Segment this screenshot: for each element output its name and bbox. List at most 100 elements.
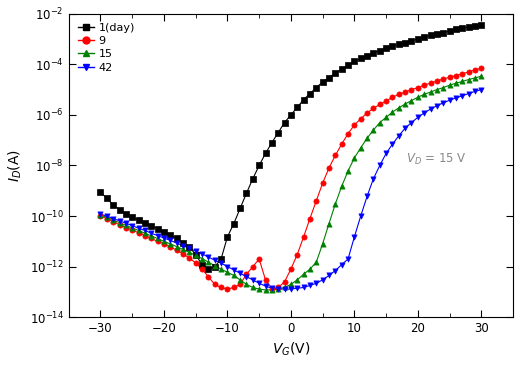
Point — [395, 41, 403, 47]
Point — [471, 88, 479, 94]
Point — [242, 271, 251, 277]
Text: $V_D$ = 15 V: $V_D$ = 15 V — [407, 152, 467, 167]
Point — [477, 22, 486, 28]
Point — [312, 198, 320, 204]
Point — [287, 286, 295, 292]
Point — [179, 246, 187, 252]
Point — [375, 120, 384, 126]
Point — [255, 286, 263, 292]
Point — [141, 220, 149, 226]
Point — [96, 212, 105, 218]
Point — [293, 104, 302, 110]
Point — [401, 125, 409, 131]
Point — [464, 24, 473, 30]
Point — [471, 67, 479, 73]
Point — [262, 287, 270, 293]
Point — [115, 220, 124, 226]
Point — [471, 75, 479, 81]
Point — [280, 285, 289, 291]
Point — [337, 141, 346, 147]
Point — [96, 189, 105, 195]
Point — [198, 251, 206, 257]
Point — [401, 40, 409, 46]
Point — [369, 105, 378, 111]
Point — [115, 207, 124, 212]
Point — [236, 270, 244, 276]
Point — [388, 141, 397, 147]
Point — [388, 43, 397, 49]
Point — [395, 105, 403, 111]
Point — [458, 78, 466, 84]
Point — [198, 255, 206, 261]
Point — [458, 93, 466, 99]
Point — [433, 31, 441, 37]
Point — [134, 225, 142, 231]
Point — [147, 233, 155, 239]
Point — [446, 97, 454, 103]
Point — [179, 243, 187, 249]
Point — [249, 264, 257, 270]
Point — [102, 214, 111, 220]
Point — [477, 65, 486, 71]
Point — [452, 95, 460, 101]
Point — [426, 80, 435, 86]
Point — [236, 277, 244, 283]
Point — [439, 76, 447, 82]
Point — [230, 221, 238, 227]
Point — [128, 227, 136, 233]
Point — [318, 79, 327, 85]
Point — [344, 131, 352, 137]
Point — [471, 23, 479, 29]
Point — [274, 285, 282, 291]
Point — [407, 38, 415, 44]
Point — [141, 233, 149, 238]
Point — [407, 97, 415, 103]
Point — [287, 112, 295, 118]
Point — [446, 82, 454, 88]
Point — [160, 241, 168, 247]
Point — [369, 127, 378, 133]
Point — [446, 74, 454, 80]
Point — [134, 227, 142, 233]
Point — [166, 241, 174, 247]
Point — [115, 218, 124, 224]
Point — [109, 219, 118, 224]
Point — [262, 150, 270, 156]
Point — [420, 91, 428, 97]
Point — [477, 87, 486, 93]
Point — [433, 103, 441, 109]
Point — [109, 216, 118, 222]
Point — [414, 94, 422, 100]
Point — [185, 255, 193, 261]
Point — [96, 213, 105, 219]
Legend: 1(day), 9, 15, 42: 1(day), 9, 15, 42 — [74, 19, 138, 76]
Point — [211, 264, 219, 270]
X-axis label: $V_G$(V): $V_G$(V) — [271, 341, 310, 358]
Point — [198, 262, 206, 268]
Point — [191, 253, 200, 258]
Point — [446, 28, 454, 34]
Point — [249, 277, 257, 283]
Point — [274, 286, 282, 292]
Point — [173, 235, 181, 241]
Point — [464, 77, 473, 82]
Point — [414, 36, 422, 42]
Point — [211, 281, 219, 287]
Point — [134, 217, 142, 223]
Point — [306, 283, 314, 288]
Point — [287, 281, 295, 287]
Point — [268, 286, 276, 292]
Point — [350, 234, 358, 240]
Point — [306, 266, 314, 272]
Point — [211, 263, 219, 269]
Point — [191, 260, 200, 266]
Point — [109, 217, 118, 223]
Point — [300, 271, 308, 277]
Point — [153, 226, 162, 231]
Point — [357, 145, 365, 151]
Point — [382, 98, 391, 104]
Point — [102, 196, 111, 201]
Point — [357, 213, 365, 219]
Point — [426, 106, 435, 112]
Point — [375, 101, 384, 107]
